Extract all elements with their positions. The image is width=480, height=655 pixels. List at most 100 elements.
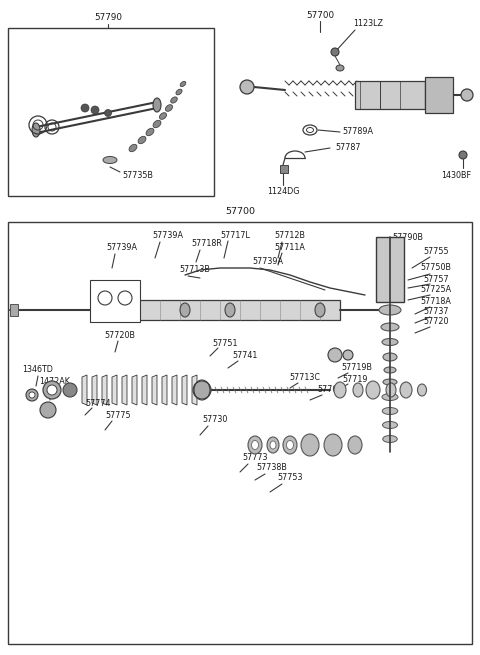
Bar [8,222,472,644]
Polygon shape [122,375,127,405]
Ellipse shape [267,437,279,453]
Ellipse shape [252,441,259,449]
Circle shape [91,106,99,114]
Ellipse shape [386,383,396,397]
Text: 57720: 57720 [423,318,449,326]
Text: 57790B: 57790B [393,233,423,242]
Bar [8,28,214,196]
Bar [120,300,340,320]
Text: 57753: 57753 [277,474,303,483]
Ellipse shape [225,303,235,317]
Text: 57774: 57774 [85,398,111,407]
Text: 57717L: 57717L [220,231,250,240]
Text: 57773: 57773 [242,453,268,462]
Text: 57762: 57762 [317,386,343,394]
Circle shape [240,80,254,94]
Text: 57712B: 57712B [275,231,305,240]
Text: 1430BF: 1430BF [441,172,471,181]
Ellipse shape [379,305,401,315]
Circle shape [461,89,473,101]
Circle shape [105,109,111,117]
Ellipse shape [153,98,161,112]
Text: 57720B: 57720B [105,331,135,339]
Circle shape [328,348,342,362]
Text: 57787: 57787 [335,143,361,151]
Ellipse shape [138,136,146,143]
Ellipse shape [171,97,177,103]
Ellipse shape [270,441,276,449]
Circle shape [81,104,89,112]
Bar [376,237,404,302]
Bar [280,165,288,173]
Ellipse shape [248,436,262,454]
Polygon shape [192,375,197,405]
Polygon shape [142,375,147,405]
Bar [425,77,453,113]
Text: 57741: 57741 [232,350,258,360]
Ellipse shape [153,121,161,128]
Ellipse shape [381,323,399,331]
Circle shape [459,151,467,159]
Ellipse shape [32,123,40,137]
Bar [355,81,425,109]
Polygon shape [172,375,177,405]
Ellipse shape [418,384,427,396]
Ellipse shape [384,367,396,373]
Ellipse shape [324,434,342,456]
Polygon shape [182,375,187,405]
Text: 57751: 57751 [212,339,238,348]
Ellipse shape [287,441,293,449]
Text: 57713C: 57713C [289,373,321,383]
Circle shape [193,381,211,399]
Polygon shape [152,375,157,405]
Bar [10,304,18,316]
Text: 57789A: 57789A [343,128,373,136]
Ellipse shape [180,303,190,317]
Bar [90,280,140,322]
Ellipse shape [129,144,137,152]
Text: 57739A: 57739A [107,244,137,252]
Text: 57730: 57730 [202,415,228,424]
Text: 57719: 57719 [342,375,368,383]
Ellipse shape [382,339,398,345]
Polygon shape [112,375,117,405]
Circle shape [43,381,61,399]
Polygon shape [92,375,97,405]
Ellipse shape [103,157,117,164]
Circle shape [26,389,38,401]
Ellipse shape [315,303,325,317]
Text: 57719B: 57719B [341,364,372,373]
Text: 57718R: 57718R [192,240,222,248]
Text: 57711A: 57711A [275,242,305,252]
Ellipse shape [348,436,362,454]
Ellipse shape [382,407,398,415]
Text: 57718A: 57718A [420,297,451,307]
Polygon shape [102,375,107,405]
Ellipse shape [301,434,319,456]
Ellipse shape [353,383,363,397]
Ellipse shape [334,382,346,398]
Circle shape [343,350,353,360]
Ellipse shape [176,89,182,95]
Ellipse shape [382,394,398,400]
Text: 1346TD: 1346TD [23,365,53,375]
Text: 1472AK: 1472AK [39,377,71,386]
Text: 57750B: 57750B [420,263,452,272]
Text: 57738B: 57738B [257,464,288,472]
Circle shape [47,385,57,395]
Circle shape [63,383,77,397]
Ellipse shape [366,381,380,399]
Ellipse shape [146,128,154,136]
Polygon shape [162,375,167,405]
Ellipse shape [400,382,412,398]
Circle shape [331,48,339,56]
Text: 57790: 57790 [94,14,122,22]
Circle shape [29,392,35,398]
Ellipse shape [166,105,172,111]
Ellipse shape [383,379,397,385]
Text: 57735B: 57735B [122,170,154,179]
Text: 57700: 57700 [225,208,255,217]
Text: 57757: 57757 [423,274,449,284]
Circle shape [40,402,56,418]
Text: 57775: 57775 [105,411,131,419]
